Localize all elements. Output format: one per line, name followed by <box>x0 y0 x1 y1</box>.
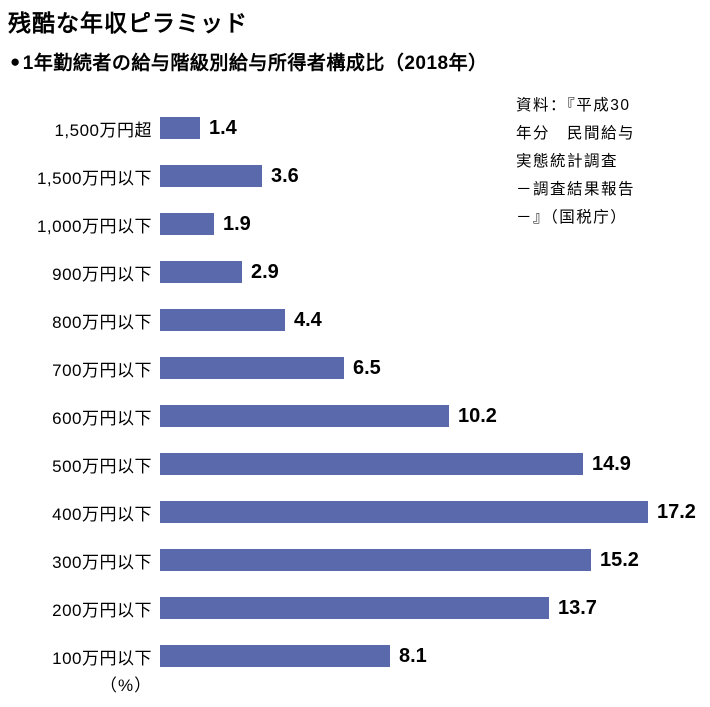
bar-row: 500万円以下 14.9 <box>0 440 710 488</box>
bar-row: 100万円以下 8.1 <box>0 632 710 680</box>
bar-label: 600万円以下 <box>52 408 152 428</box>
bar-row: 1,500万円以下 3.6 <box>0 152 710 200</box>
bar-label: 1,500万円以下 <box>36 168 152 188</box>
bar-value: 13.7 <box>558 596 597 619</box>
bar <box>160 357 344 379</box>
bar <box>160 549 591 571</box>
bar-row: 800万円以下 4.4 <box>0 296 710 344</box>
bar-rows: 1,500万円超 1.4 1,500万円以下 3.6 1,000万円以下 1.9 900万円… <box>0 104 710 680</box>
bar-row: 200万円以下 13.7 <box>0 584 710 632</box>
bar-label: 900万円以下 <box>52 264 152 284</box>
bar <box>160 165 262 187</box>
bar-label: 300万円以下 <box>52 552 152 572</box>
bar <box>160 597 549 619</box>
bar <box>160 501 648 523</box>
bar-value: 1.9 <box>223 212 251 235</box>
bar-value: 8.1 <box>399 644 427 667</box>
bar-row: 600万円以下 10.2 <box>0 392 710 440</box>
bar <box>160 117 200 139</box>
bar-row: 1,500万円超 1.4 <box>0 104 710 152</box>
bar <box>160 645 390 667</box>
bar-value: 3.6 <box>271 164 299 187</box>
bar-label: 1,000万円以下 <box>36 216 152 236</box>
bar-value: 2.9 <box>251 260 279 283</box>
source-note-line: －調査結果報告 <box>516 181 636 198</box>
source-note-line: 年分 民間給与 <box>516 125 636 142</box>
bar-label: 800万円以下 <box>52 312 152 332</box>
bar <box>160 309 285 331</box>
bar-row: 300万円以下 15.2 <box>0 536 710 584</box>
page-title: 残酷な年収ピラミッド <box>8 10 248 36</box>
bar-value: 6.5 <box>353 356 381 379</box>
source-note-line: 実態統計調査 <box>516 153 619 170</box>
bullet-icon: ● <box>10 52 21 71</box>
bar-row: 1,000万円以下 1.9 <box>0 200 710 248</box>
bar-label: 200万円以下 <box>52 600 152 620</box>
chart-subtitle-text: 1年勤続者の給与階級別給与所得者構成比（2018年） <box>22 53 488 74</box>
bar <box>160 213 214 235</box>
bar-chart: 1,500万円超 1.4 1,500万円以下 3.6 1,000万円以下 1.9 900万円… <box>0 104 710 680</box>
bar <box>160 261 242 283</box>
bar-row: 900万円以下 2.9 <box>0 248 710 296</box>
bar-label: 1,500万円超 <box>54 120 152 140</box>
percent-axis-label: （%） <box>100 676 153 695</box>
bar-row: 700万円以下 6.5 <box>0 344 710 392</box>
bar-value: 15.2 <box>600 548 639 571</box>
bar-label: 700万円以下 <box>52 360 152 380</box>
source-note-line: 資料：『平成30 <box>516 97 631 114</box>
bar <box>160 453 583 475</box>
bar-value: 10.2 <box>458 404 497 427</box>
bar-label: 500万円以下 <box>52 456 152 476</box>
chart-subtitle: ● 1年勤続者の給与階級別給与所得者構成比（2018年） <box>10 48 488 75</box>
bar-value: 1.4 <box>209 116 237 139</box>
bar-row: 400万円以下 17.2 <box>0 488 710 536</box>
source-note: 資料：『平成30 年分 民間給与 実態統計調査 －調査結果報告 －』（国税庁） <box>516 92 704 232</box>
bar-value: 17.2 <box>657 500 696 523</box>
bar <box>160 405 449 427</box>
bar-value: 14.9 <box>592 452 631 475</box>
bar-label: 100万円以下 <box>52 648 152 668</box>
bar-label: 400万円以下 <box>52 504 152 524</box>
bar-value: 4.4 <box>294 308 322 331</box>
source-note-line: －』（国税庁） <box>516 209 628 226</box>
